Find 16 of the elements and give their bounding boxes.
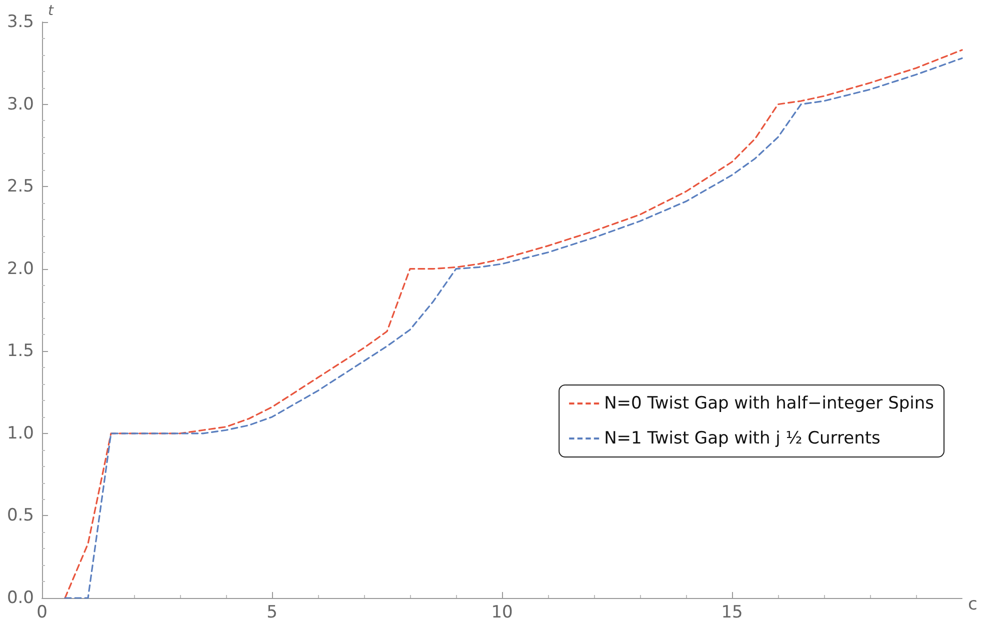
x-tick-label: 15	[721, 602, 743, 622]
legend-label: N=0 Twist Gap with half−integer Spins	[604, 394, 934, 414]
y-tick-label: 1.5	[6, 341, 34, 362]
y-tick-label: 0.5	[6, 506, 34, 526]
x-tick-label: 5	[266, 602, 278, 622]
y-axis-title: t	[48, 3, 54, 19]
y-tick-label: 3.0	[6, 94, 34, 114]
legend-label: N=1 Twist Gap with j ½ Currents	[604, 428, 881, 448]
x-tick-label: 10	[491, 602, 513, 622]
x-axis-title: c	[968, 594, 978, 614]
y-tick-label: 1.0	[6, 423, 34, 444]
x-tick-label: 0	[36, 602, 48, 622]
y-tick-label: 3.5	[6, 12, 34, 32]
y-tick-label: 2.0	[6, 258, 34, 279]
y-tick-label: 0.0	[6, 588, 34, 608]
y-tick-label: 2.5	[6, 176, 34, 197]
